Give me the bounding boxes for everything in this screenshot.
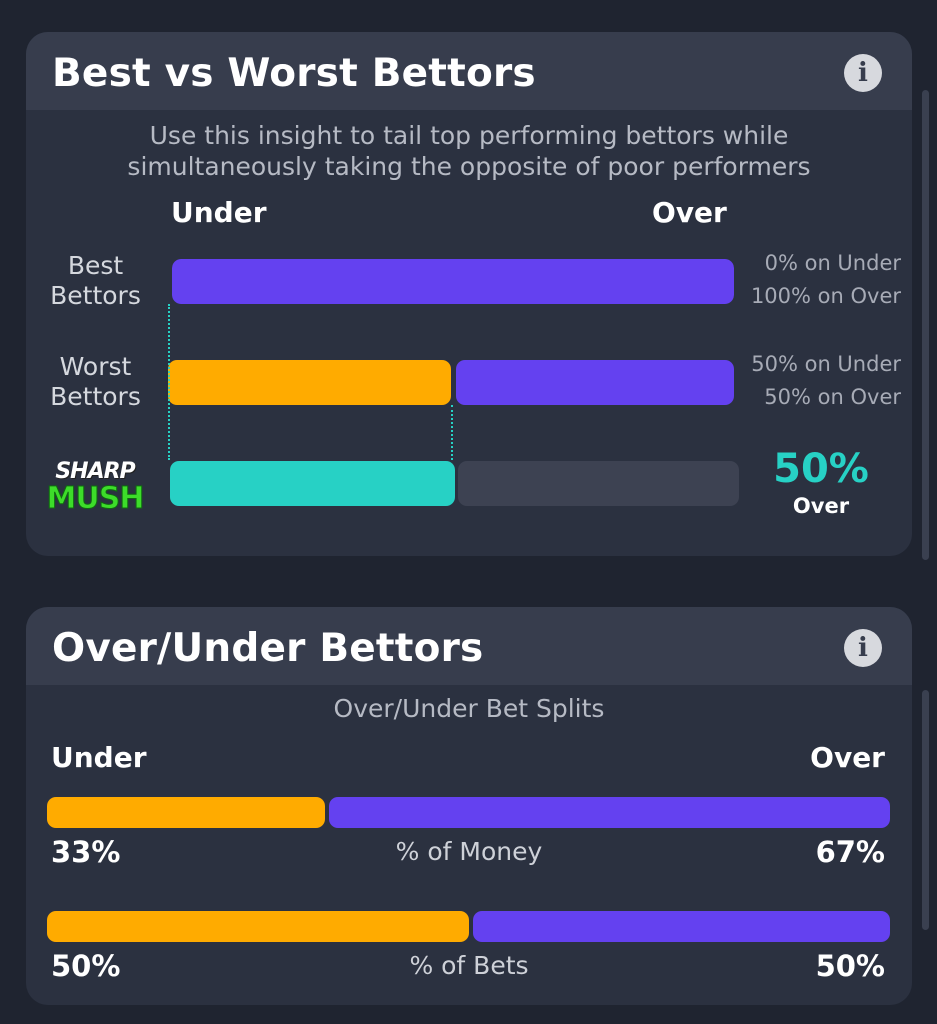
over-column-label: Over bbox=[652, 196, 727, 229]
under-label: Under bbox=[51, 741, 147, 774]
worst-bettors-under-segment bbox=[168, 360, 451, 405]
over-under-card: Over/Under Bettors i Over/Under Bet Spli… bbox=[26, 607, 912, 1005]
sharp-mush-logo: SHARP MUSH bbox=[46, 459, 145, 516]
over-under-title: Over/Under Bettors bbox=[52, 626, 484, 671]
best-guide-line bbox=[168, 304, 170, 460]
bets-over-segment bbox=[473, 911, 890, 942]
under-column-label: Under bbox=[171, 196, 267, 229]
bets-under-percent: 50% bbox=[51, 949, 121, 983]
money-over-percent: 67% bbox=[815, 835, 885, 869]
best-bettors-over-segment bbox=[172, 259, 734, 304]
sharp-mush-percent: 50% bbox=[773, 446, 869, 492]
best-worst-title: Best vs Worst Bettors bbox=[52, 51, 536, 96]
best-worst-card: Best vs Worst Bettors i Use this insight… bbox=[26, 32, 912, 556]
money-under-percent: 33% bbox=[51, 835, 121, 869]
money-over-segment bbox=[329, 797, 890, 828]
info-icon[interactable]: i bbox=[844, 54, 882, 92]
best-bettors-label: Best Bettors bbox=[50, 251, 141, 310]
worst-bettors-note: 50% on Under 50% on Over bbox=[751, 352, 901, 409]
best-worst-subtitle-line1: Use this insight to tail top performing … bbox=[149, 121, 789, 150]
bets-caption: % of Bets bbox=[409, 951, 529, 980]
scrollbar-bottom[interactable] bbox=[922, 690, 929, 930]
worst-guide-line bbox=[451, 405, 453, 460]
money-under-segment bbox=[47, 797, 325, 828]
best-worst-header: Best vs Worst Bettors i bbox=[26, 32, 912, 110]
bets-under-segment bbox=[47, 911, 469, 942]
scrollbar-top[interactable] bbox=[922, 90, 929, 560]
money-split-bar bbox=[47, 797, 890, 828]
sharp-mush-fill bbox=[170, 461, 455, 506]
over-under-subtitle: Over/Under Bet Splits bbox=[333, 694, 605, 723]
worst-bettors-label: Worst Bettors bbox=[50, 352, 141, 411]
best-bettors-note: 0% on Under 100% on Over bbox=[750, 251, 901, 308]
info-icon[interactable]: i bbox=[844, 629, 882, 667]
sharp-mush-side: Over bbox=[792, 494, 850, 518]
sharp-mush-empty bbox=[458, 461, 739, 506]
bets-split-bar bbox=[47, 911, 890, 942]
bets-over-percent: 50% bbox=[815, 949, 885, 983]
best-bettors-bar bbox=[172, 259, 734, 304]
over-label: Over bbox=[810, 741, 885, 774]
sharp-mush-bar bbox=[170, 461, 739, 506]
worst-bettors-bar bbox=[168, 360, 734, 405]
worst-bettors-over-segment bbox=[456, 360, 734, 405]
best-worst-subtitle-line2: simultaneously taking the opposite of po… bbox=[127, 152, 811, 181]
money-caption: % of Money bbox=[395, 837, 543, 866]
over-under-header: Over/Under Bettors i bbox=[26, 607, 912, 685]
